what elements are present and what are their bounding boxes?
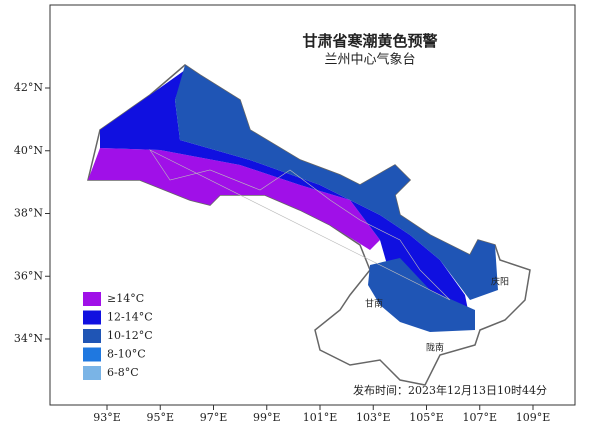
legend-label: 6-8°C — [107, 366, 139, 379]
issue-time: 发布时间：2023年12月13日10时44分 — [353, 383, 547, 397]
legend-label: 12-14°C — [107, 311, 153, 324]
legend-label: ≥14°C — [107, 292, 144, 305]
lon-label: 105°E — [409, 411, 444, 424]
lon-label: 101°E — [303, 411, 338, 424]
legend-swatch — [83, 347, 101, 362]
place-label: 陇南 — [426, 342, 444, 354]
lon-label: 93°E — [93, 411, 121, 424]
lat-label: 36°N — [14, 269, 43, 282]
place-label: 庆阳 — [491, 276, 509, 288]
map-subtitle: 兰州中心气象台 — [324, 52, 415, 68]
lat-label: 40°N — [14, 144, 43, 157]
lon-label: 109°E — [516, 411, 551, 424]
region-dark-blue — [368, 258, 475, 332]
legend-label: 10-12°C — [107, 329, 153, 342]
lon-label: 107°E — [462, 411, 497, 424]
legend-swatch — [83, 292, 101, 306]
legend-swatch — [83, 329, 101, 343]
lon-label: 95°E — [146, 411, 174, 424]
legend-label: 8-10°C — [107, 348, 146, 361]
legend-swatch — [83, 310, 101, 325]
legend-swatch — [83, 366, 101, 380]
map-title: 甘肃省寒潮黄色预警 — [302, 32, 437, 50]
lon-label: 97°E — [200, 411, 228, 424]
region-purple — [88, 148, 380, 250]
county-lines — [149, 149, 451, 301]
lat-label: 42°N — [14, 81, 43, 94]
lat-label: 38°N — [14, 207, 43, 220]
region-dark-blue — [175, 65, 498, 300]
place-label: 甘南 — [365, 298, 383, 310]
lon-label: 99°E — [253, 411, 281, 424]
lon-label: 103°E — [356, 411, 391, 424]
lat-label: 34°N — [14, 332, 43, 345]
province-outline — [87, 64, 531, 386]
